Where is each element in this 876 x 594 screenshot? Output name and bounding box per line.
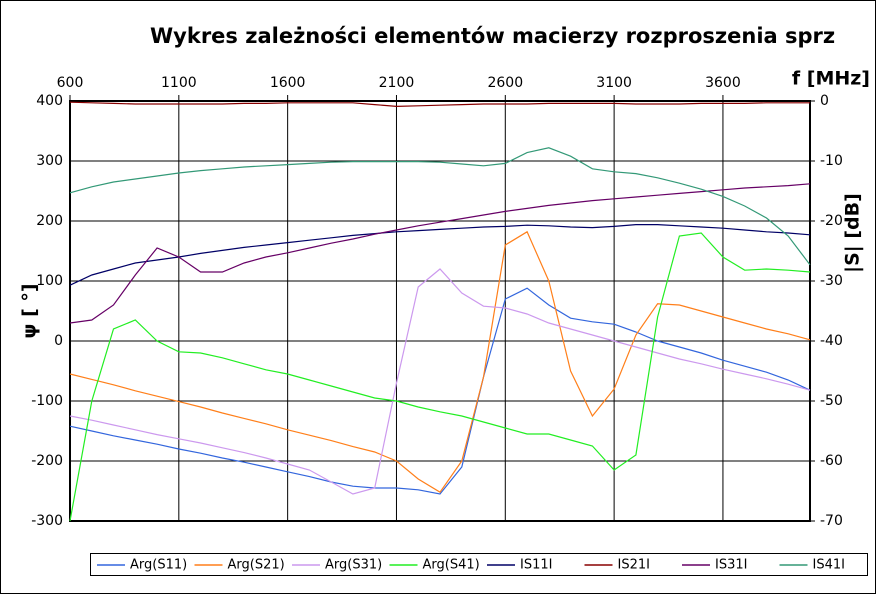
y2-tick-label: -60 xyxy=(820,453,843,469)
series-line xyxy=(69,224,811,286)
y-tick-label: -100 xyxy=(31,393,63,409)
legend-label: Arg(S21) xyxy=(228,558,285,573)
y-tick-label: -300 xyxy=(31,513,63,529)
x-tick-label: 1600 xyxy=(270,75,306,91)
chart-title: Wykres zależności elementów macierzy roz… xyxy=(150,24,835,48)
y-tick-label: 400 xyxy=(36,93,63,109)
y2-tick-label: 0 xyxy=(820,93,829,109)
x-axis-title: f [MHz] xyxy=(792,68,870,90)
y-tick-label: 300 xyxy=(36,153,63,169)
y2-tick-label: -50 xyxy=(820,393,843,409)
plot-border xyxy=(69,100,811,522)
x-tick-label: 3600 xyxy=(705,75,741,91)
y-tick-label: 100 xyxy=(36,273,63,289)
legend-label: Arg(S31) xyxy=(325,558,382,573)
x-tick-label: 3100 xyxy=(596,75,632,91)
y-tick-label: 200 xyxy=(36,213,63,229)
series-line xyxy=(69,183,811,324)
y2-tick-label: -20 xyxy=(820,213,843,229)
legend-label: Arg(S11) xyxy=(130,558,187,573)
legend-label: IS31I xyxy=(715,558,747,573)
y-tick-label: 0 xyxy=(54,333,63,349)
y2-tick-label: -30 xyxy=(820,273,843,289)
series-line xyxy=(69,101,810,108)
x-tick-label: 2600 xyxy=(487,75,523,91)
legend-label: IS11I xyxy=(520,558,552,573)
series-line xyxy=(69,287,811,495)
x-tick-label: 1100 xyxy=(161,75,197,91)
series-line xyxy=(69,268,811,495)
series-line xyxy=(69,230,811,494)
y2-tick-label: -70 xyxy=(820,513,843,529)
y2-tick-label: -10 xyxy=(820,153,843,169)
legend-label: IS21I xyxy=(618,558,650,573)
legend xyxy=(90,553,868,576)
y-axis-title: ψ [ °] xyxy=(19,283,41,338)
legend-label: Arg(S41) xyxy=(423,558,480,573)
y2-axis-title: |S| [dB] xyxy=(842,193,864,273)
y-tick-label: -200 xyxy=(31,453,63,469)
series-line xyxy=(69,147,811,266)
x-tick-label: 600 xyxy=(57,75,84,91)
y2-tick-label: -40 xyxy=(820,333,843,349)
series-line xyxy=(69,232,811,522)
legend-label: IS41I xyxy=(813,558,845,573)
x-tick-label: 2100 xyxy=(379,75,415,91)
